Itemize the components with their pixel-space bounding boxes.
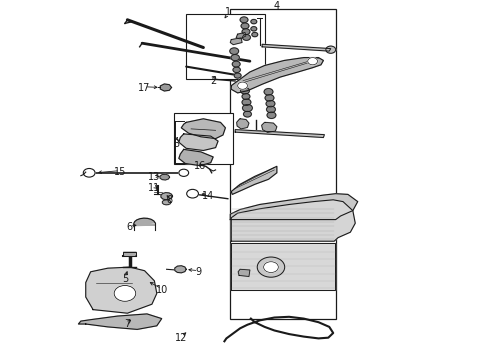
Text: 17: 17 — [138, 83, 151, 93]
Circle shape — [232, 61, 240, 67]
Text: 16: 16 — [194, 161, 206, 171]
Text: 4: 4 — [274, 1, 280, 12]
Circle shape — [187, 189, 198, 198]
Text: 15: 15 — [114, 167, 126, 177]
Text: 14: 14 — [202, 191, 215, 201]
Circle shape — [242, 94, 250, 99]
Polygon shape — [231, 166, 277, 194]
Circle shape — [252, 32, 258, 37]
Polygon shape — [179, 149, 213, 166]
Bar — [174, 113, 233, 164]
Circle shape — [231, 55, 239, 61]
Circle shape — [242, 99, 251, 105]
Polygon shape — [262, 122, 277, 132]
Polygon shape — [235, 130, 324, 138]
Polygon shape — [230, 38, 242, 45]
Circle shape — [242, 29, 250, 35]
Circle shape — [244, 111, 251, 117]
Polygon shape — [231, 243, 335, 290]
Circle shape — [326, 46, 336, 53]
Text: 8: 8 — [166, 195, 172, 205]
Polygon shape — [175, 266, 186, 273]
Polygon shape — [236, 32, 246, 39]
Text: 5: 5 — [122, 274, 128, 284]
Circle shape — [83, 168, 95, 177]
Text: 10: 10 — [156, 285, 168, 295]
Text: 3: 3 — [173, 139, 179, 149]
Circle shape — [251, 19, 257, 24]
Circle shape — [241, 23, 249, 29]
Text: 11: 11 — [148, 183, 161, 193]
Polygon shape — [160, 84, 172, 91]
Circle shape — [114, 285, 136, 301]
Circle shape — [264, 89, 273, 95]
Text: 9: 9 — [196, 267, 201, 277]
Circle shape — [308, 58, 318, 65]
Circle shape — [230, 48, 239, 54]
Circle shape — [265, 95, 274, 101]
Polygon shape — [160, 174, 170, 180]
Text: 7: 7 — [124, 319, 130, 329]
Bar — [230, 9, 336, 319]
Circle shape — [243, 35, 250, 40]
Polygon shape — [231, 58, 323, 93]
Polygon shape — [161, 193, 172, 200]
Polygon shape — [123, 252, 136, 256]
Circle shape — [267, 112, 276, 118]
Text: 1: 1 — [225, 6, 231, 17]
Circle shape — [241, 87, 249, 94]
Polygon shape — [231, 200, 355, 241]
Circle shape — [251, 27, 257, 31]
Circle shape — [266, 100, 275, 107]
Circle shape — [243, 104, 252, 112]
Polygon shape — [162, 200, 171, 205]
Polygon shape — [230, 194, 358, 220]
Bar — [186, 14, 265, 79]
Polygon shape — [262, 44, 331, 51]
Circle shape — [234, 73, 241, 78]
Circle shape — [179, 169, 189, 176]
Polygon shape — [86, 267, 157, 313]
Polygon shape — [237, 119, 249, 129]
Polygon shape — [181, 119, 225, 139]
Circle shape — [267, 106, 275, 113]
Polygon shape — [78, 314, 162, 329]
Polygon shape — [179, 134, 218, 150]
Text: 12: 12 — [175, 333, 188, 343]
Polygon shape — [238, 269, 250, 276]
Text: 13: 13 — [148, 172, 161, 182]
Circle shape — [240, 17, 248, 23]
Text: 6: 6 — [127, 222, 133, 232]
Text: 2: 2 — [210, 76, 216, 86]
Circle shape — [257, 257, 285, 277]
Circle shape — [233, 67, 240, 72]
Polygon shape — [134, 218, 155, 226]
Circle shape — [264, 262, 278, 273]
Circle shape — [238, 82, 247, 89]
